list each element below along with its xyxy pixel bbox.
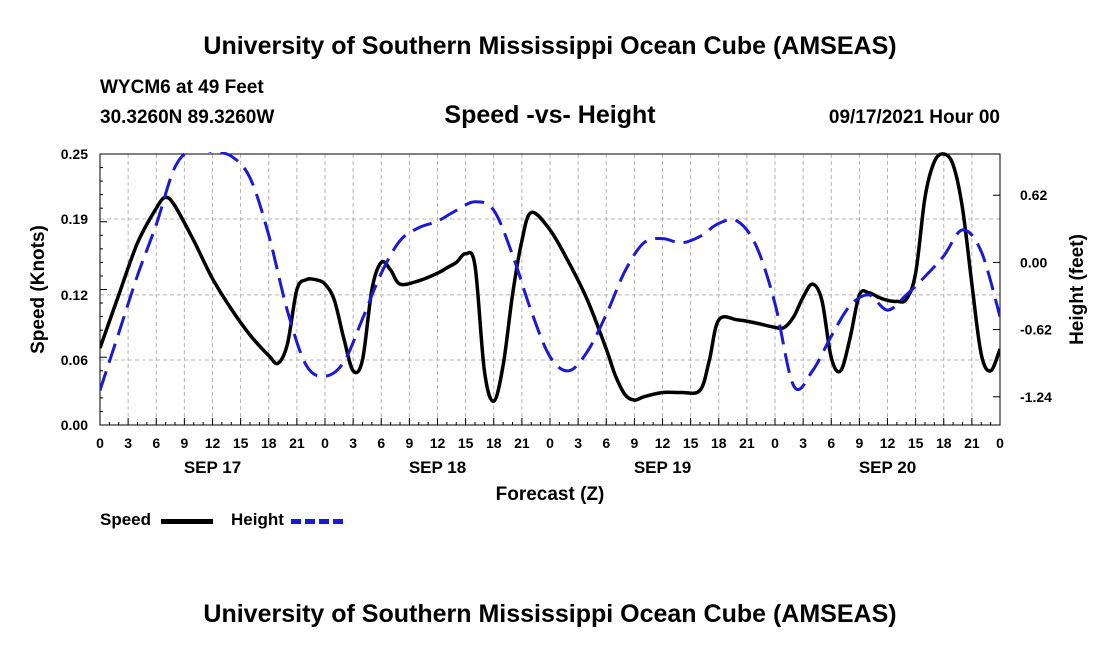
y-tick-label: 0.00 <box>61 417 88 433</box>
x-tick-label: 0 <box>771 435 779 451</box>
y2-tick-label: 0.62 <box>1020 187 1047 203</box>
x-day-label: SEP 17 <box>184 458 241 477</box>
x-tick-label: 6 <box>827 435 835 451</box>
x-tick-label: 15 <box>458 435 474 451</box>
x-tick-label: 3 <box>124 435 132 451</box>
x-tick-label: 9 <box>855 435 863 451</box>
y2-axis-title: Height (feet) <box>1067 234 1088 345</box>
x-tick-label: 12 <box>655 435 671 451</box>
x-tick-label: 15 <box>233 435 249 451</box>
x-tick-label: 0 <box>96 435 104 451</box>
y2-tick-label: -0.62 <box>1020 322 1052 338</box>
x-tick-label: 12 <box>205 435 221 451</box>
x-tick-label: 21 <box>289 435 305 451</box>
x-tick-label: 18 <box>936 435 952 451</box>
x-tick-label: 0 <box>546 435 554 451</box>
station-name: WYCM6 at 49 Feet <box>100 77 264 98</box>
x-tick-label: 9 <box>405 435 413 451</box>
x-tick-label: 15 <box>683 435 699 451</box>
y2-tick-label: -1.24 <box>1020 389 1052 405</box>
title-top: University of Southern Mississippi Ocean… <box>203 32 897 60</box>
legend-speed-label: Speed <box>100 510 152 529</box>
x-tick-label: 6 <box>602 435 610 451</box>
x-tick-label: 15 <box>908 435 924 451</box>
x-axis-title: Forecast (Z) <box>496 484 605 505</box>
series-line-height <box>100 152 1000 392</box>
x-tick-label: 0 <box>996 435 1004 451</box>
x-tick-label: 9 <box>630 435 638 451</box>
x-tick-label: 12 <box>880 435 896 451</box>
title-bottom: University of Southern Mississippi Ocean… <box>203 600 897 628</box>
legend-height-line <box>291 519 343 524</box>
x-tick-label: 3 <box>349 435 357 451</box>
x-day-label: SEP 19 <box>634 458 691 477</box>
y2-tick-label: 0.00 <box>1020 254 1047 270</box>
x-tick-label: 3 <box>574 435 582 451</box>
x-day-label: SEP 20 <box>859 458 916 477</box>
x-tick-label: 0 <box>321 435 329 451</box>
x-tick-label: 6 <box>152 435 160 451</box>
y-tick-label: 0.25 <box>61 146 88 162</box>
forecast-timestamp: 09/17/2021 Hour 00 <box>828 107 1000 128</box>
y-tick-label: 0.19 <box>61 211 88 227</box>
legend-height-label: Height <box>231 510 284 529</box>
x-tick-label: 21 <box>514 435 530 451</box>
series-line-speed <box>100 152 1000 403</box>
x-tick-label: 18 <box>486 435 502 451</box>
station-coords: 30.3260N 89.3260W <box>100 107 275 128</box>
x-tick-label: 18 <box>711 435 727 451</box>
x-tick-label: 12 <box>430 435 446 451</box>
x-tick-label: 21 <box>739 435 755 451</box>
x-tick-label: 3 <box>799 435 807 451</box>
chart-title: Speed -vs- Height <box>444 101 656 129</box>
y-tick-label: 0.12 <box>61 287 88 303</box>
x-tick-label: 9 <box>180 435 188 451</box>
legend-speed-line <box>161 519 213 524</box>
x-tick-label: 21 <box>964 435 980 451</box>
x-day-label: SEP 18 <box>409 458 466 477</box>
x-tick-label: 18 <box>261 435 277 451</box>
x-tick-label: 6 <box>377 435 385 451</box>
y-axis-title: Speed (Knots) <box>28 225 49 354</box>
y-tick-label: 0.06 <box>61 352 88 368</box>
